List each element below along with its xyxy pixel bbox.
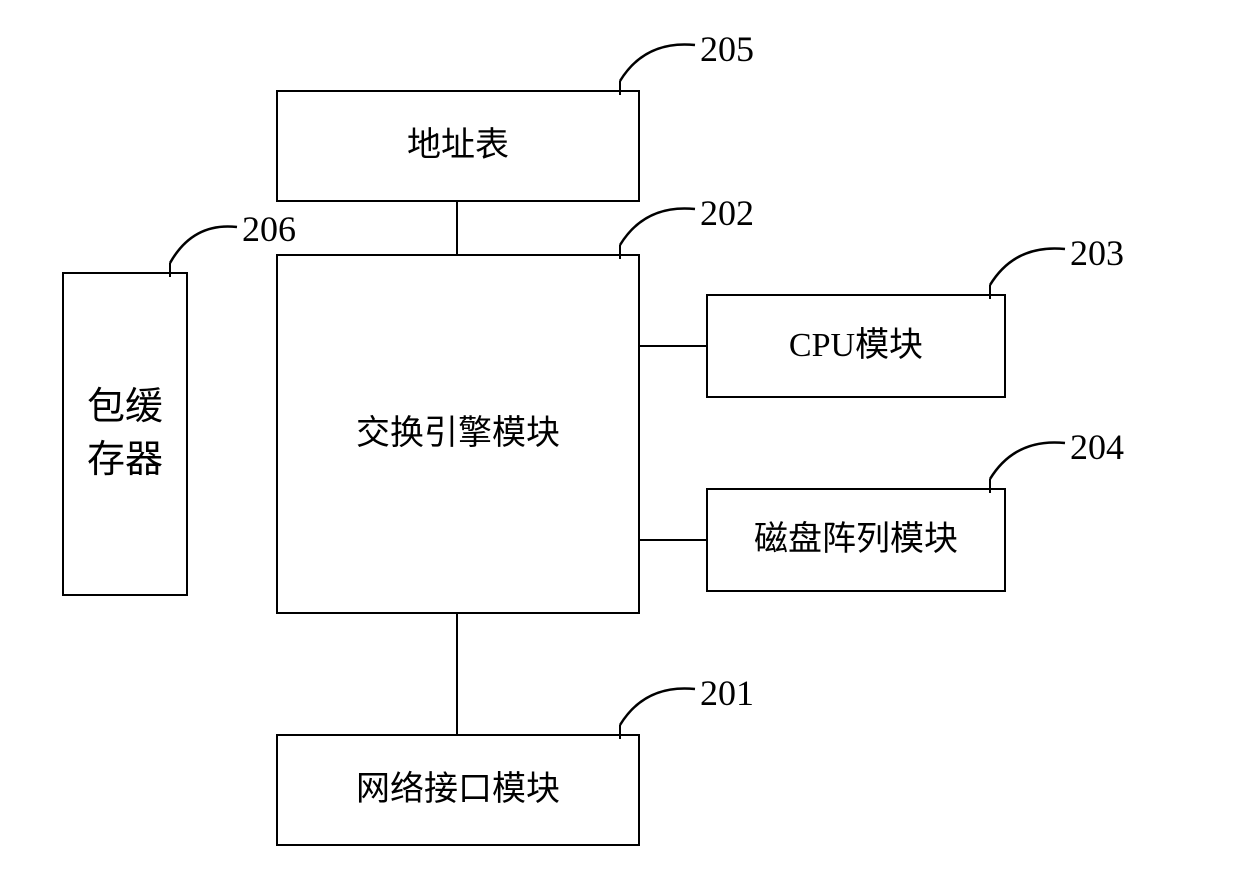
callout-204 [985, 423, 1075, 493]
node-cpu-module: CPU模块 [706, 294, 1006, 398]
ref-202: 202 [700, 192, 754, 234]
node-network-interface-label: 网络接口模块 [356, 768, 560, 812]
ref-201: 201 [700, 672, 754, 714]
callout-201 [615, 669, 705, 739]
callout-206 [165, 207, 245, 277]
node-packet-buffer: 包缓存器 [62, 272, 188, 596]
connector-switch-to-network [456, 614, 458, 734]
node-switch-engine-label: 交换引擎模块 [356, 412, 560, 456]
node-address-table-label: 地址表 [407, 124, 509, 168]
ref-203: 203 [1070, 232, 1124, 274]
node-disk-array-label: 磁盘阵列模块 [754, 518, 958, 562]
ref-205: 205 [700, 28, 754, 70]
node-address-table: 地址表 [276, 90, 640, 202]
node-cpu-module-label: CPU模块 [789, 324, 923, 368]
connector-switch-to-cpu [640, 345, 706, 347]
connector-switch-to-disk [640, 539, 706, 541]
callout-202 [615, 189, 705, 259]
ref-206: 206 [242, 208, 296, 250]
callout-205 [615, 25, 705, 95]
ref-204: 204 [1070, 426, 1124, 468]
connector-address-to-switch [456, 202, 458, 254]
block-diagram: 地址表 包缓存器 交换引擎模块 CPU模块 磁盘阵列模块 网络接口模块 205 … [0, 0, 1240, 896]
callout-203 [985, 229, 1075, 299]
node-packet-buffer-label: 包缓存器 [85, 381, 165, 487]
node-switch-engine: 交换引擎模块 [276, 254, 640, 614]
node-network-interface: 网络接口模块 [276, 734, 640, 846]
node-disk-array: 磁盘阵列模块 [706, 488, 1006, 592]
